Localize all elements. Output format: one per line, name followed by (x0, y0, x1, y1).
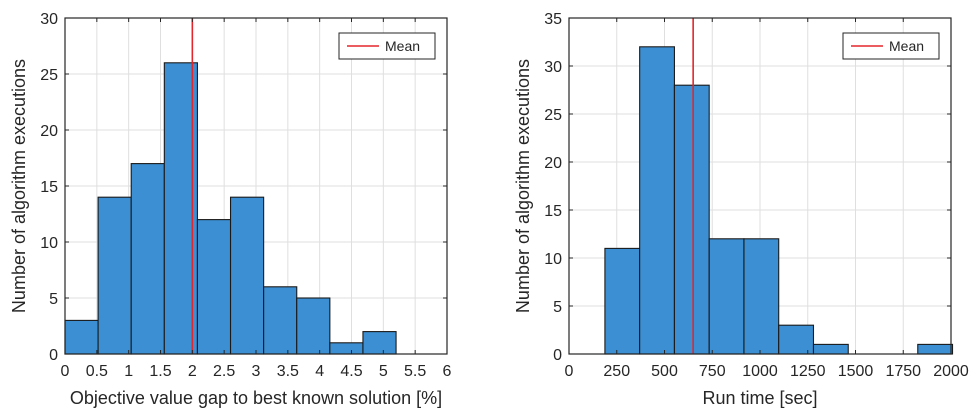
y-axis-label: Number of algorithm executions (513, 59, 533, 313)
x-tick-label: 1000 (742, 363, 778, 380)
x-tick-label: 250 (603, 363, 630, 380)
x-tick-label: 0.5 (86, 363, 108, 380)
y-tick-label: 20 (544, 155, 562, 172)
x-tick-label: 5 (379, 363, 388, 380)
histogram-bar (743, 238, 780, 355)
x-tick-label: 0 (61, 363, 70, 380)
y-tick-label: 5 (553, 299, 562, 316)
histogram-bar (196, 219, 232, 355)
x-tick-label: 6 (443, 363, 452, 380)
x-tick-label: 2 (188, 363, 197, 380)
x-tick-label: 1750 (885, 363, 921, 380)
legend-label-mean: Mean (385, 38, 420, 54)
histogram-bar (362, 331, 397, 355)
x-tick-label: 3.5 (277, 363, 299, 380)
histogram-bar (917, 343, 954, 355)
histogram-bar (263, 286, 298, 355)
histogram-bar (778, 324, 815, 355)
histogram-bar (604, 247, 641, 355)
histogram-bar (130, 163, 165, 355)
x-tick-label: 1500 (838, 363, 874, 380)
x-tick-label: 0 (565, 363, 574, 380)
y-tick-label: 20 (40, 123, 58, 140)
x-tick-label: 2.5 (213, 363, 235, 380)
x-tick-label: 3 (252, 363, 261, 380)
x-tick-label: 4.5 (340, 363, 362, 380)
legend-label-mean: Mean (889, 38, 924, 54)
x-tick-label: 1.5 (149, 363, 171, 380)
y-tick-label: 0 (49, 347, 58, 364)
y-tick-label: 5 (49, 291, 58, 308)
histogram-bar (708, 238, 745, 355)
histogram-bar (639, 46, 675, 355)
histogram-bar (64, 319, 99, 355)
histogram-bar (812, 343, 849, 355)
y-tick-label: 25 (40, 67, 58, 84)
y-axis-label: Number of algorithm executions (9, 59, 29, 313)
x-tick-label: 750 (699, 363, 726, 380)
y-tick-label: 30 (40, 11, 58, 28)
y-tick-label: 30 (544, 59, 562, 76)
x-tick-label: 2000 (933, 363, 969, 380)
x-tick-label: 5.5 (404, 363, 426, 380)
x-axis-label: Objective value gap to best known soluti… (70, 388, 442, 408)
x-axis-label: Run time [sec] (702, 388, 817, 408)
x-tick-label: 1 (124, 363, 133, 380)
histogram-bar (673, 84, 710, 355)
y-tick-label: 15 (544, 203, 562, 220)
y-tick-label: 10 (544, 251, 562, 268)
histogram-run-time: 0 250 500 750 1000 1250 1500 1750 2000 0 5 10 15 20 25… (513, 11, 969, 408)
y-tick-label: 10 (40, 235, 58, 252)
y-tick-label: 0 (553, 347, 562, 364)
histogram-bar (329, 342, 364, 355)
x-tick-label: 4 (315, 363, 324, 380)
y-tick-label: 25 (544, 107, 562, 124)
histogram-bar (229, 196, 265, 355)
histogram-bar (97, 196, 132, 355)
y-tick-label: 15 (40, 179, 58, 196)
histogram-objective-gap: 0 0.5 1 1.5 2 2.5 3 3.5 4 4.5 5 5.5 6 0 5 10 15 20 25 30 Obj… (9, 11, 452, 408)
histogram-bar (296, 297, 331, 355)
x-tick-label: 1250 (790, 363, 826, 380)
y-tick-label: 35 (544, 11, 562, 28)
x-tick-label: 500 (651, 363, 678, 380)
